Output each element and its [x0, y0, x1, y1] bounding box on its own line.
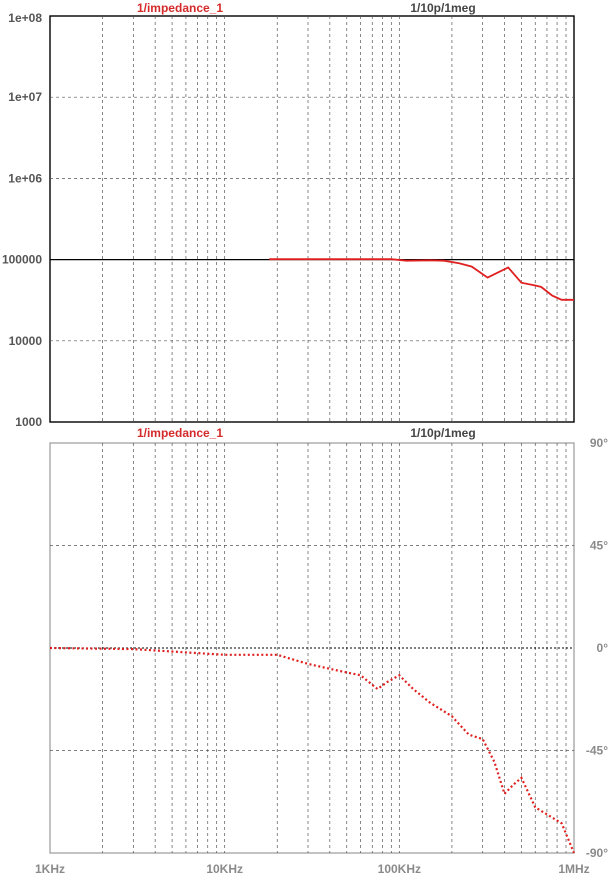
phase-series-line — [49, 646, 576, 854]
x-tick-label: 10KHz — [206, 862, 243, 876]
phase-y-tick-label: 45° — [590, 539, 608, 553]
magnitude-y-tick-label: 1000 — [15, 415, 42, 429]
phase-y-tick-label: -90° — [586, 846, 608, 860]
x-tick-label: 1KHz — [35, 862, 65, 876]
phase-y-tick-label: 0° — [597, 641, 609, 655]
magnitude-y-tick-label: 10000 — [9, 334, 43, 348]
phase-grid — [50, 443, 574, 853]
magnitude-title-right: 1/10p/1meg — [410, 1, 475, 15]
magnitude-grid — [50, 16, 574, 422]
magnitude-series — [269, 258, 574, 301]
magnitude-y-tick-label: 1e+08 — [8, 11, 42, 25]
magnitude-y-tick-label: 100000 — [2, 253, 42, 267]
magnitude-plot-frame — [49, 15, 575, 423]
magnitude-y-tick-labels: 1e+08 1e+07 1e+06 100000 10000 1000 — [2, 11, 42, 429]
x-tick-label: 1MHz — [558, 862, 589, 876]
phase-y-tick-label: 90° — [590, 436, 608, 450]
phase-y-tick-label: -45° — [586, 744, 608, 758]
magnitude-series-line — [269, 258, 574, 301]
phase-title-right: 1/10p/1meg — [410, 426, 475, 440]
phase-series — [49, 646, 576, 854]
x-tick-label: 100KHz — [378, 862, 421, 876]
phase-y-tick-labels: 90° 45° 0° -45° -90° — [586, 436, 608, 860]
magnitude-y-tick-label: 1e+06 — [8, 171, 42, 185]
magnitude-y-tick-label: 1e+07 — [8, 90, 42, 104]
magnitude-title-left: 1/impedance_1 — [137, 1, 223, 15]
x-tick-labels: 1KHz 10KHz 100KHz 1MHz — [35, 862, 590, 876]
phase-title-left: 1/impedance_1 — [137, 426, 223, 440]
